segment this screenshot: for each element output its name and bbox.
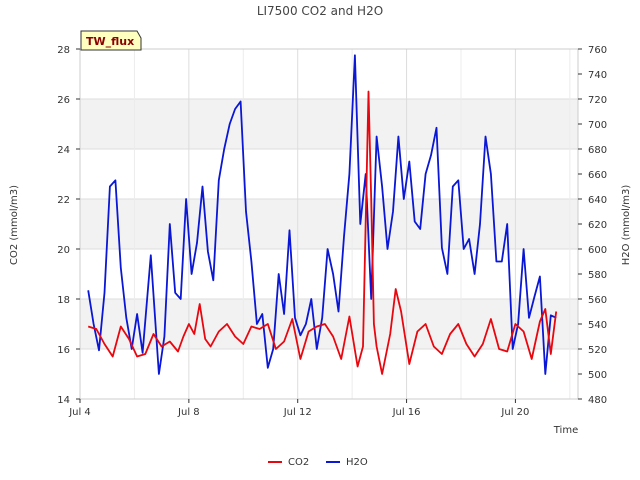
y-tick-label: 20 [57,245,70,256]
legend-label-h2o: H2O [346,457,368,468]
legend: CO2 H2O [268,457,368,468]
y2-tick-label: 600 [588,245,607,256]
y2-tick-label: 580 [588,270,607,281]
y2-tick-label: 560 [588,295,607,306]
badge: TW_flux [80,30,142,51]
y2-tick-label: 640 [588,195,607,206]
x-axis: Jul 4 Jul 8 Jul 12 Jul 16 Jul 20 [68,399,529,418]
y2-tick-label: 500 [588,370,607,381]
x-tick-label: Jul 8 [177,407,200,418]
series-line-co2 [87,90,558,375]
series-line-h2o [87,54,557,375]
y2-tick-label: 660 [588,170,607,181]
badge-box [80,30,142,51]
y2-tick-label: 720 [588,95,607,106]
x-tick-label: Jul 16 [392,407,421,418]
x-axis-title: Time [553,425,578,436]
x-tick-label: Jul 20 [500,407,529,418]
badge-label: TW_flux [86,35,134,48]
grid-band [80,199,578,249]
y2-tick-label: 620 [588,220,607,231]
y2-tick-label: 540 [588,320,607,331]
x-tick-label: Jul 4 [68,407,91,418]
y2-tick-label: 760 [588,45,607,56]
y-tick-label: 14 [57,395,70,406]
y-tick-label: 28 [57,45,70,56]
grid-band [80,99,578,149]
y2-tick-label: 740 [588,70,607,81]
y2-tick-label: 480 [588,395,607,406]
y-axis-right-title: H2O (mmol/m3) [621,185,632,266]
y-tick-label: 22 [57,195,70,206]
background-bands [80,99,578,349]
y-tick-label: 26 [57,95,70,106]
y2-tick-label: 520 [588,345,607,356]
y-axis-right: 480 500 520 540 560 580 600 620 640 660 680 700 720 7… [578,45,607,406]
y-axis-left: 14 16 18 20 22 24 26 28 [57,45,80,406]
y2-tick-label: 700 [588,120,607,131]
y-tick-label: 16 [57,345,70,356]
y-axis-left-title: CO2 (mmol/m3) [9,185,20,265]
x-tick-label: Jul 12 [283,407,312,418]
y-tick-label: 24 [57,145,70,156]
y-tick-label: 18 [57,295,70,306]
y2-tick-label: 680 [588,145,607,156]
chart-title: LI7500 CO2 and H2O [257,4,383,18]
series-layer [87,54,558,375]
legend-label-co2: CO2 [288,457,309,468]
